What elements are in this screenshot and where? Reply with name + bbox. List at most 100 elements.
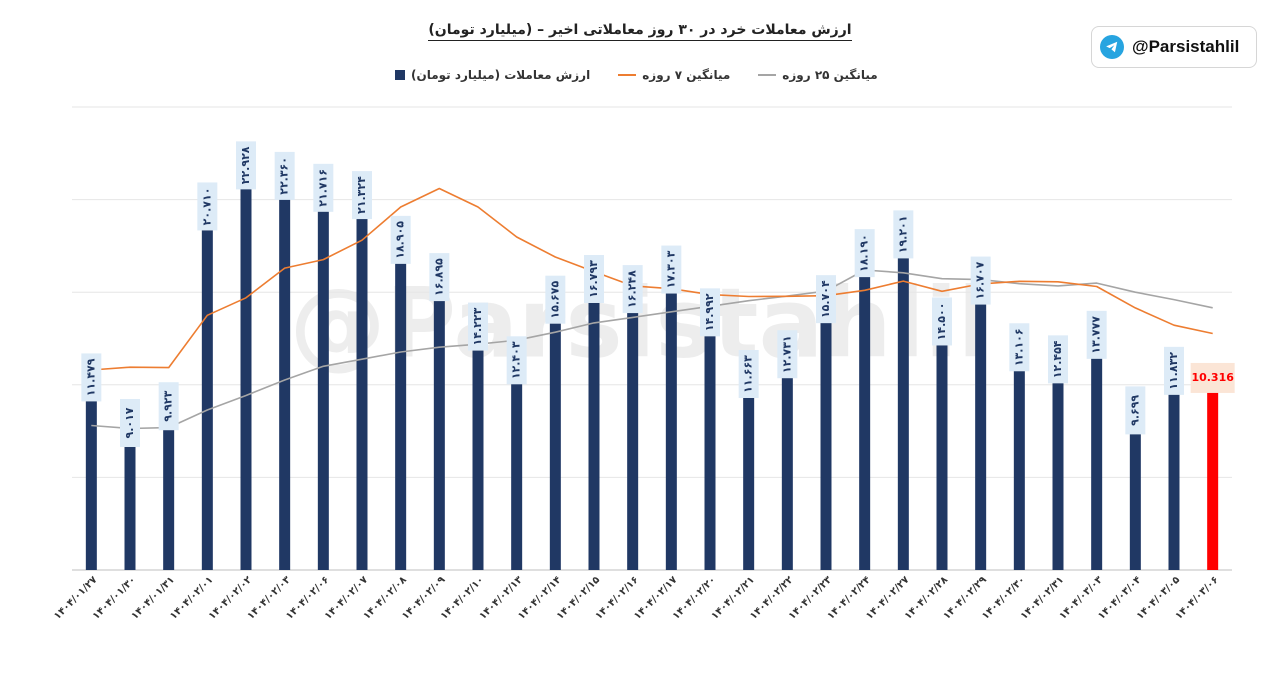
data-label-group: ۲۱.۷۱۶ <box>316 169 329 207</box>
data-label-group: ۱۱.۸۳۲ <box>1167 352 1180 390</box>
data-label-bg <box>1164 346 1184 395</box>
data-label-bg <box>468 302 488 351</box>
legend-item-ma25: میانگین ۲۵ روزه <box>758 68 878 82</box>
data-label-bg <box>777 330 798 379</box>
data-label-bg <box>352 171 372 220</box>
data-label-group: ۱۶.۲۴۸ <box>626 270 639 308</box>
data-label-bg <box>854 229 875 278</box>
data-label-bg <box>158 382 179 431</box>
legend-item-bars: ارزش معاملات (میلیارد تومان) <box>395 68 590 82</box>
data-label: ۱۲.۴۰۳ <box>510 341 523 379</box>
data-label: ۱۴.۵۰۰ <box>935 303 948 341</box>
data-label: ۲۱.۳۲۴ <box>355 176 368 214</box>
data-label-group: ۲۲.۳۶۰ <box>278 157 291 195</box>
data-label-bg <box>1009 323 1030 372</box>
data-label: ۹.۹۲۳ <box>162 390 175 421</box>
bar <box>936 301 948 570</box>
telegram-handle: @Parsistahlil <box>1132 37 1240 56</box>
bar <box>433 257 445 570</box>
data-label-bg <box>236 141 256 190</box>
data-label-bg <box>1048 335 1068 384</box>
data-label-group: ۱۱.۴۷۹ <box>84 358 97 396</box>
series-line-ma25 <box>91 269 1213 430</box>
data-label: ۱۴.۲۲۳ <box>471 307 484 345</box>
data-label: ۹.۰۱۷ <box>123 407 136 438</box>
bar <box>820 279 832 570</box>
data-label-group: ۱۴.۵۰۰ <box>935 303 948 341</box>
data-label-bg <box>700 288 720 337</box>
bar <box>588 258 600 570</box>
data-label: ۱۶.۸۹۵ <box>432 258 445 296</box>
data-label-bg <box>893 210 914 259</box>
data-label-bg <box>429 253 450 302</box>
data-label: ۲۲.۳۶۰ <box>278 157 291 195</box>
bar <box>1091 314 1103 570</box>
data-label-group: ۱۲.۷۳۱ <box>780 335 793 373</box>
data-label: ۱۱.۸۳۲ <box>1167 352 1180 390</box>
data-label-group: ۱۳.۱۰۶ <box>1012 328 1025 366</box>
data-label-bg <box>506 336 527 385</box>
data-label: 10.316 <box>1191 371 1234 384</box>
chart-title-text: ارزش معاملات خرد در ۳۰ روز معاملاتی اخیر… <box>428 22 852 41</box>
data-label-group: ۱۶.۷۹۳ <box>587 260 600 298</box>
data-label-bg <box>545 275 566 324</box>
data-label-group: ۱۲.۴۵۴ <box>1051 340 1064 378</box>
telegram-badge[interactable]: @Parsistahlil <box>1091 26 1257 68</box>
legend-swatch-ma7 <box>618 74 637 76</box>
data-label: ۱۶.۷۹۳ <box>587 260 600 298</box>
bar <box>395 219 407 570</box>
data-label: ۲۱.۷۱۶ <box>316 169 329 207</box>
data-label: ۱۶.۲۴۸ <box>626 270 639 308</box>
chart-legend: ارزش معاملات (میلیارد تومان) میانگین ۷ ر… <box>395 66 878 84</box>
data-label-bg <box>970 256 991 305</box>
legend-label-ma25: میانگین ۲۵ روزه <box>782 68 878 82</box>
data-label: ۱۷.۳۰۳ <box>664 250 677 288</box>
data-label-group: ۱۶.۷۰۷ <box>974 261 987 299</box>
legend-label-ma7: میانگین ۷ روزه <box>642 68 731 82</box>
bar <box>859 233 871 570</box>
bar <box>124 403 136 570</box>
data-label-group: ۱۲.۴۰۳ <box>510 341 523 379</box>
data-label-bg <box>390 215 411 264</box>
bar <box>356 175 368 570</box>
bar <box>743 354 755 570</box>
data-label-bg <box>584 254 604 303</box>
data-label-bg <box>1086 310 1107 359</box>
data-label: ۱۳.۷۷۷ <box>1090 316 1103 354</box>
bar <box>1129 390 1141 570</box>
data-label-bg <box>120 399 140 448</box>
data-label-bg <box>81 353 102 402</box>
bar <box>511 340 523 570</box>
data-label-group: ۱۵.۷۰۴ <box>819 280 832 318</box>
legend-item-ma7: میانگین ۷ روزه <box>618 68 730 82</box>
data-label: ۹.۶۹۹ <box>1128 395 1141 426</box>
data-label-group: ۱۳.۷۷۷ <box>1090 316 1103 354</box>
bar <box>704 292 716 570</box>
legend-swatch-ma25 <box>758 74 777 76</box>
data-label-bg <box>738 350 759 399</box>
data-label-group: ۹.۹۲۳ <box>162 390 175 421</box>
data-label-bg <box>197 182 218 231</box>
data-label-group: ۲۲.۹۲۸ <box>239 146 252 184</box>
bar <box>85 357 97 570</box>
data-label-bg <box>1190 362 1235 393</box>
bar <box>665 249 677 570</box>
data-label-group: ۲۱.۳۲۴ <box>355 176 368 214</box>
data-label: ۱۵.۷۰۴ <box>819 280 832 318</box>
data-label-bg <box>274 151 295 200</box>
data-label-group: ۱۷.۳۰۳ <box>664 250 677 288</box>
bar <box>1013 327 1025 570</box>
chart-title: ارزش معاملات خرد در ۳۰ روز معاملاتی اخیر… <box>0 22 1280 41</box>
data-label-bg <box>816 275 836 324</box>
bar <box>781 334 793 570</box>
bar <box>1168 350 1180 570</box>
data-label-group: ۱۶.۸۹۵ <box>432 258 445 296</box>
bar <box>975 260 987 570</box>
data-label: ۱۹.۲۰۱ <box>896 216 909 254</box>
data-label-bg <box>661 245 682 294</box>
data-label-group: ۱۸.۱۹۰ <box>858 234 871 272</box>
data-label: ۱۲.۷۳۱ <box>780 335 793 373</box>
data-label-bg <box>622 265 643 314</box>
data-label-group: ۹.۰۱۷ <box>123 407 136 438</box>
